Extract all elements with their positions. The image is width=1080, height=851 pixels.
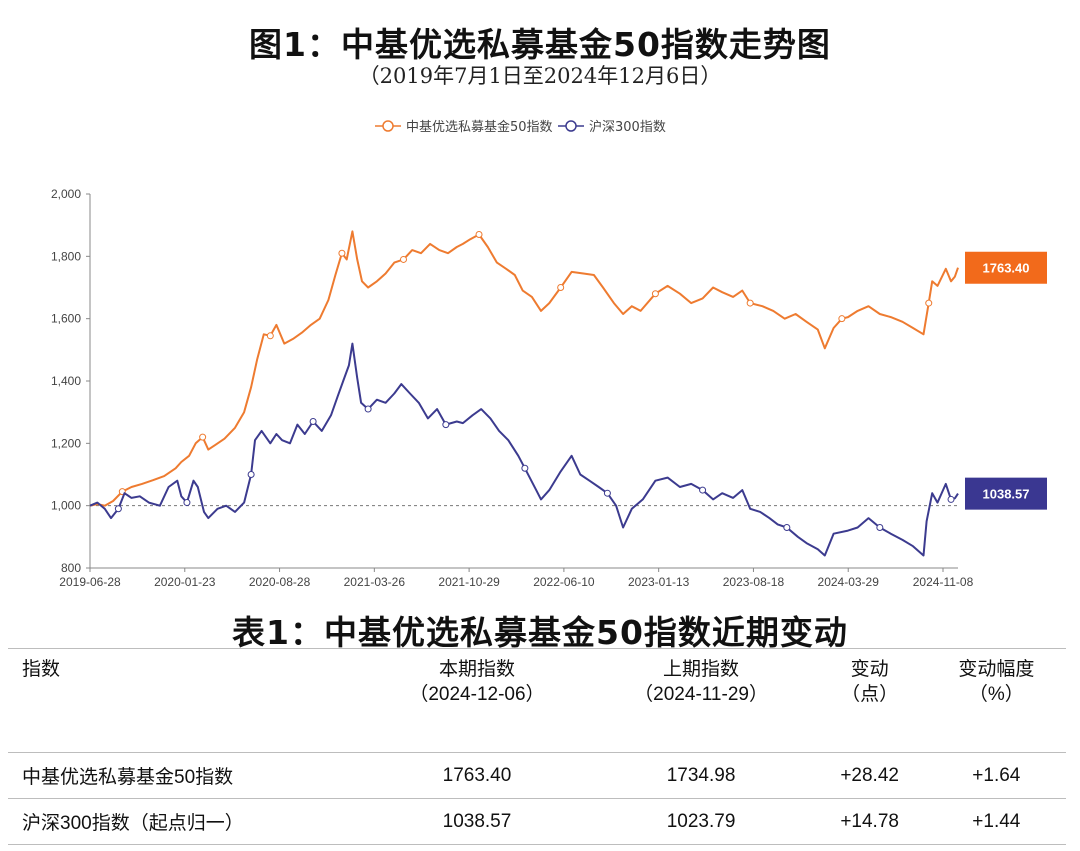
x-tick-label: 2021-03-26 — [344, 575, 406, 589]
header-change-pct: 变动幅度 （%） — [926, 648, 1066, 753]
legend-label: 沪深300指数 — [589, 119, 666, 135]
cell-change-pct: +1.64 — [926, 752, 1066, 799]
y-tick-label: 1,000 — [51, 499, 81, 513]
end-label-box-1 — [965, 251, 1047, 284]
header-index: 指数 — [8, 648, 365, 753]
series-line-2 — [89, 342, 959, 557]
series-marker — [364, 405, 372, 413]
y-tick-label: 1,200 — [51, 436, 81, 450]
index-change-table: 指数 本期指数 （2024-12-06） 上期指数 （2024-11-29） 变动（… — [8, 648, 1066, 845]
table-title: 表1：中基优选私募基金50指数近期变动 — [232, 613, 848, 652]
legend-swatch-marker — [565, 120, 577, 132]
x-tick-label: 2022-06-10 — [533, 575, 595, 589]
y-tick-label: 1,400 — [51, 374, 81, 388]
x-tick-label: 2023-01-13 — [628, 575, 690, 589]
cell-previous: 1023.79 — [589, 798, 813, 845]
series-marker — [699, 486, 707, 494]
series-marker — [603, 489, 611, 497]
cell-change-pct: +1.44 — [926, 798, 1066, 845]
table-row: 中基优选私募基金50指数 1763.40 1734.98 +28.42 +1.6… — [8, 752, 1066, 799]
series-marker — [557, 284, 565, 291]
x-tick-label: 2024-11-08 — [913, 575, 974, 589]
series-marker — [266, 332, 274, 340]
table-row: 沪深300指数（起点归一） 1038.57 1023.79 +14.78 +1.… — [8, 798, 1066, 845]
series-marker — [925, 299, 933, 307]
y-tick-label: 1,800 — [51, 249, 81, 263]
series-marker — [114, 505, 122, 513]
figure-title: 图1：中基优选私募基金50指数走势图 — [249, 25, 831, 64]
series-marker — [838, 315, 846, 323]
legend-label: 中基优选私募基金50指数 — [406, 119, 553, 135]
series-marker — [475, 231, 483, 239]
series-marker — [399, 255, 407, 263]
cell-current: 1763.40 — [364, 752, 590, 799]
cell-change: +28.42 — [812, 752, 927, 799]
series-marker — [746, 299, 754, 307]
end-label-box-2 — [965, 477, 1047, 510]
index-trend-chart: 800 1,000 1,200 1,400 1,600 1,800 2,000 2019-06… — [51, 119, 1047, 589]
cell-current: 1038.57 — [364, 798, 590, 845]
series-marker — [876, 523, 884, 531]
figure-subtitle: （2019年7月1日至2024年12月6日） — [358, 64, 722, 88]
y-tick-label: 2,000 — [51, 187, 81, 201]
y-tick-label: 1,600 — [51, 312, 81, 326]
cell-index-name: 中基优选私募基金50指数 — [8, 752, 365, 799]
end-label-2: 1038.57 — [983, 487, 1030, 502]
header-current: 本期指数 （2024-12-06） — [364, 648, 590, 753]
series-line-1 — [89, 230, 959, 507]
x-tick-label: 2020-01-23 — [154, 575, 216, 589]
series-marker — [309, 418, 317, 426]
series-marker — [183, 499, 191, 507]
series-marker — [338, 249, 346, 257]
cell-previous: 1734.98 — [589, 752, 813, 799]
series-marker — [521, 464, 529, 472]
x-tick-label: 2019-06-28 — [59, 575, 121, 589]
cell-index-name: 沪深300指数（起点归一） — [8, 798, 365, 845]
x-tick-label: 2023-08-18 — [723, 575, 785, 589]
x-tick-label: 2020-08-28 — [249, 575, 311, 589]
series-marker — [442, 421, 450, 429]
series-marker — [783, 523, 791, 531]
header-change: 变动 （点） — [812, 648, 927, 753]
x-tick-label: 2021-10-29 — [438, 575, 500, 589]
series-marker — [247, 471, 255, 478]
header-previous: 上期指数 （2024-11-29） — [589, 648, 813, 753]
legend-swatch-marker — [382, 120, 394, 132]
end-label-1: 1763.40 — [983, 261, 1030, 276]
series-marker — [199, 433, 207, 441]
series-marker — [947, 495, 955, 503]
series-marker — [651, 290, 659, 298]
cell-change: +14.78 — [812, 798, 927, 845]
x-tick-label: 2024-03-29 — [818, 575, 880, 589]
table-header-row: 指数 本期指数 （2024-12-06） 上期指数 （2024-11-29） 变动（… — [8, 648, 1066, 753]
y-tick-label: 800 — [61, 561, 81, 575]
